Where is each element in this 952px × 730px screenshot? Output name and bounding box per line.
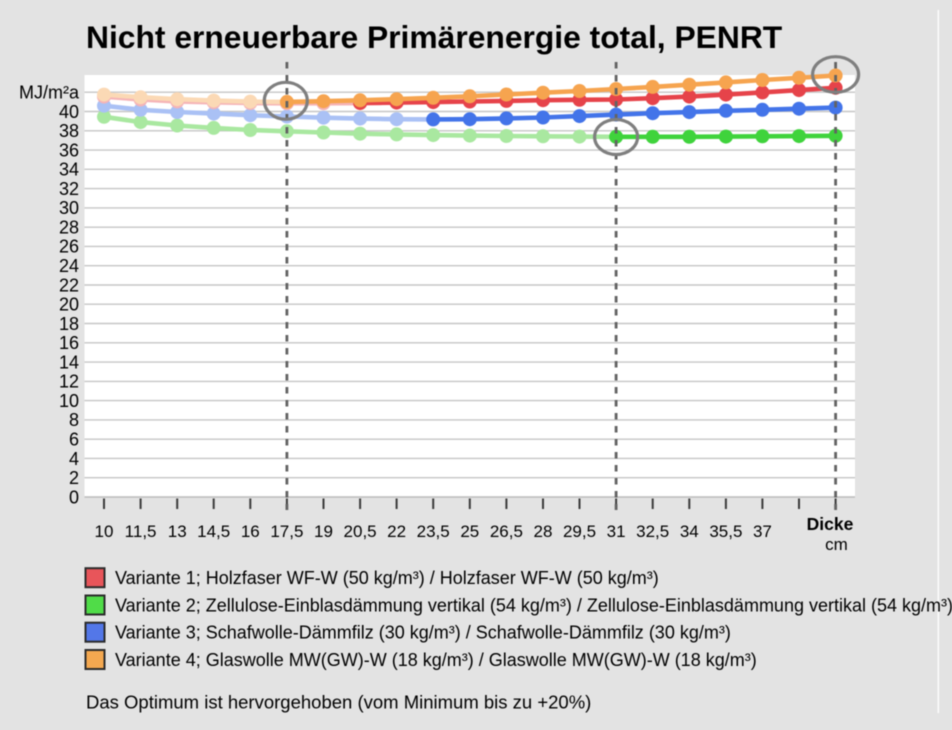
- svg-text:20: 20: [59, 295, 79, 315]
- svg-text:17,5: 17,5: [270, 522, 303, 541]
- svg-text:26: 26: [59, 237, 79, 257]
- svg-text:32,5: 32,5: [636, 522, 669, 541]
- svg-text:40: 40: [59, 102, 79, 122]
- svg-text:25: 25: [460, 522, 479, 541]
- svg-text:0: 0: [69, 487, 79, 507]
- svg-text:cm: cm: [825, 535, 848, 554]
- svg-text:18: 18: [59, 314, 79, 334]
- svg-text:22: 22: [59, 275, 79, 295]
- svg-text:12: 12: [59, 372, 79, 392]
- svg-text:16: 16: [241, 522, 260, 541]
- svg-text:24: 24: [59, 256, 79, 276]
- svg-text:Variante 2; Zellulose-Einblasd: Variante 2; Zellulose-Einblasdämmung ver…: [115, 595, 952, 615]
- svg-text:MJ/m²a: MJ/m²a: [19, 83, 80, 103]
- svg-text:14,5: 14,5: [197, 522, 230, 541]
- svg-text:36: 36: [59, 140, 79, 160]
- svg-text:11,5: 11,5: [125, 522, 157, 541]
- svg-text:8: 8: [69, 410, 79, 430]
- svg-text:Variante 4; Glaswolle MW(GW)-W: Variante 4; Glaswolle MW(GW)-W (18 kg/m³…: [115, 650, 757, 670]
- svg-text:34: 34: [680, 522, 699, 541]
- svg-text:34: 34: [59, 160, 79, 180]
- svg-text:29,5: 29,5: [563, 522, 596, 541]
- svg-text:13: 13: [168, 522, 187, 541]
- svg-text:4: 4: [69, 449, 79, 469]
- svg-text:Nicht erneuerbare Primärenergi: Nicht erneuerbare Primärenergie total, P…: [86, 19, 783, 55]
- svg-text:32: 32: [59, 179, 79, 199]
- svg-text:30: 30: [59, 198, 79, 218]
- svg-text:22: 22: [387, 522, 406, 541]
- svg-text:26,5: 26,5: [490, 522, 523, 541]
- svg-text:23,5: 23,5: [417, 522, 450, 541]
- svg-text:6: 6: [69, 430, 79, 450]
- svg-text:20,5: 20,5: [344, 522, 377, 541]
- svg-text:31: 31: [607, 522, 626, 541]
- svg-text:28: 28: [534, 522, 553, 541]
- svg-text:10: 10: [95, 522, 114, 541]
- svg-text:14: 14: [59, 352, 79, 372]
- svg-text:Das Optimum ist hervorgehoben: Das Optimum ist hervorgehoben (vom Minim…: [86, 692, 591, 713]
- svg-text:Variante 3; Schafwolle-Dämmfil: Variante 3; Schafwolle-Dämmfilz (30 kg/m…: [115, 623, 731, 643]
- svg-text:19: 19: [314, 522, 333, 541]
- svg-text:16: 16: [59, 333, 79, 353]
- svg-text:37: 37: [753, 522, 772, 541]
- svg-text:Dicke: Dicke: [807, 514, 854, 534]
- svg-text:Variante 1; Holzfaser WF-W (50: Variante 1; Holzfaser WF-W (50 kg/m³) / …: [115, 568, 659, 588]
- svg-text:10: 10: [59, 391, 79, 411]
- svg-text:38: 38: [59, 121, 79, 141]
- svg-text:35,5: 35,5: [709, 522, 742, 541]
- svg-text:28: 28: [59, 218, 79, 238]
- svg-text:2: 2: [69, 468, 79, 488]
